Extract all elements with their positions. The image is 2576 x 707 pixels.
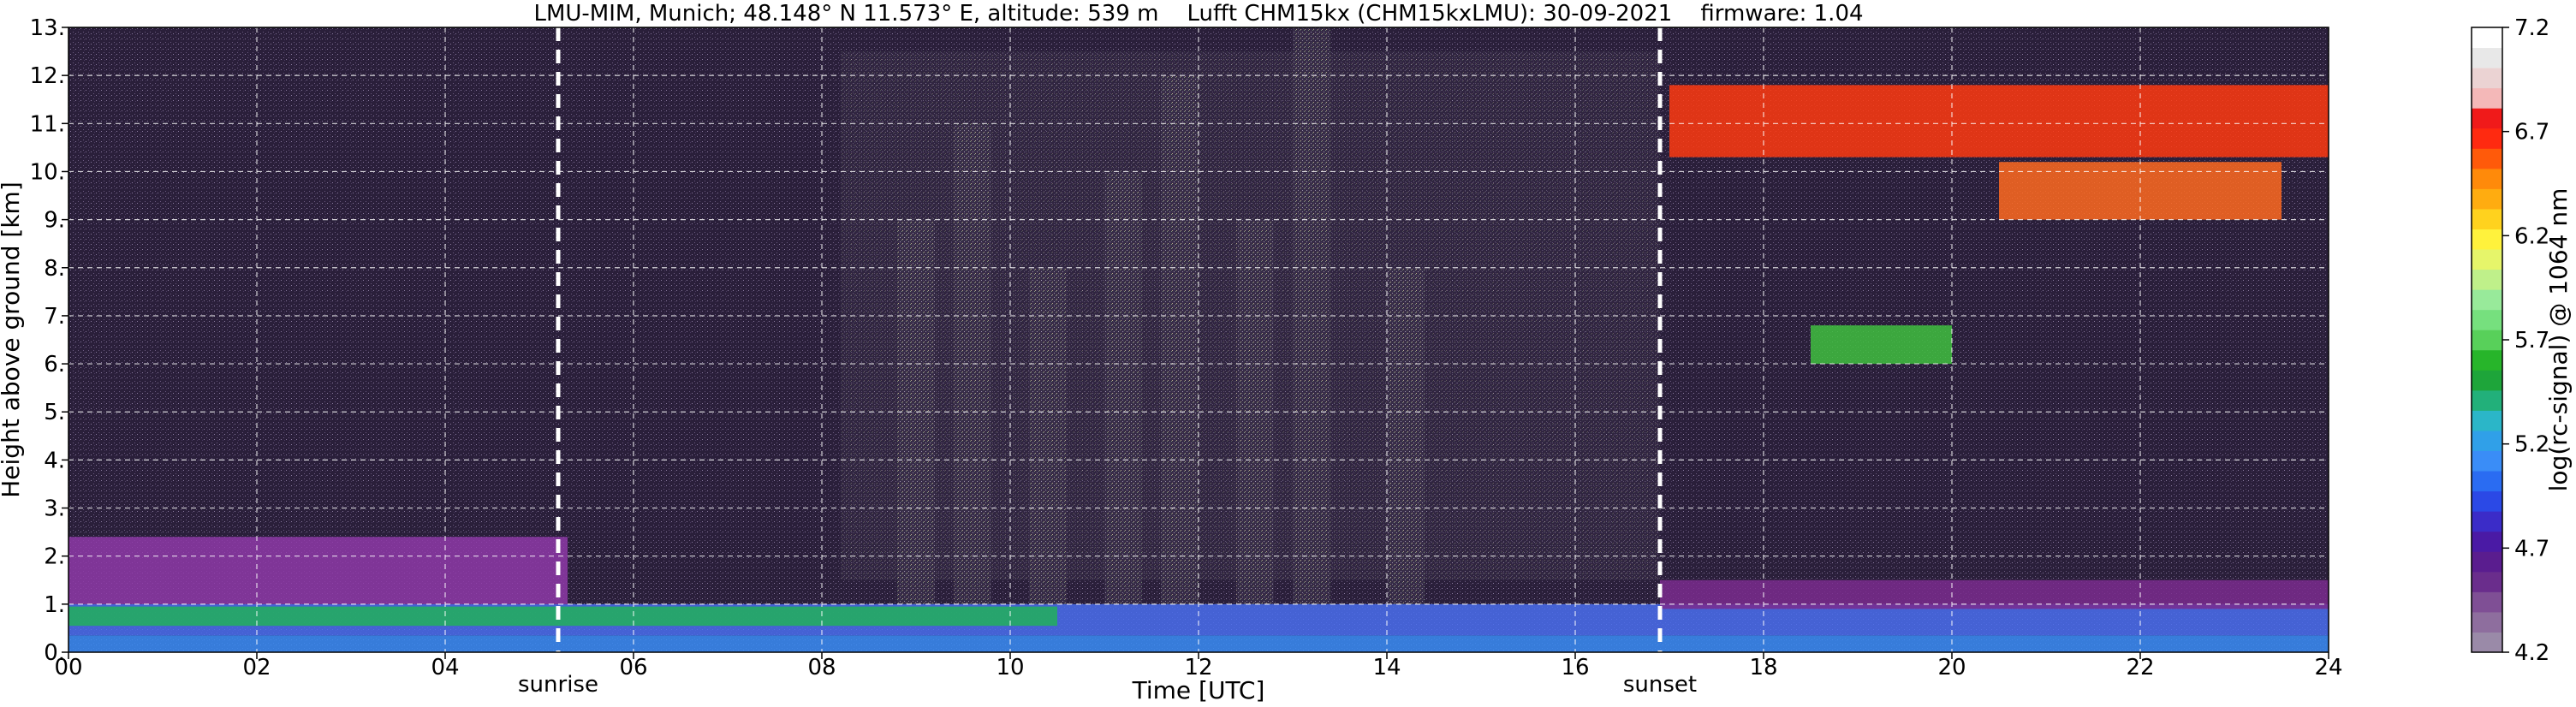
colorbar-tick-label: 5.7: [2514, 328, 2549, 354]
y-tick-label: 5.: [44, 400, 65, 425]
y-tick-label: 10.: [30, 159, 65, 185]
x-tick-label: 08: [807, 655, 836, 680]
colorbar-cell: [2472, 571, 2502, 592]
colorbar-cell: [2472, 551, 2502, 573]
layer-green-aerosol-band: [68, 606, 1057, 627]
colorbar-cell: [2472, 370, 2502, 391]
colorbar-tick-label: 7.2: [2514, 15, 2549, 41]
y-tick-label: 0.: [44, 640, 65, 666]
x-tick-label: 00: [54, 655, 82, 680]
sun-marker-labels: sunrise sunset: [518, 672, 1697, 698]
colorbar-cell: [2472, 309, 2502, 330]
x-tick-label: 24: [2314, 655, 2342, 680]
colorbar-cells: [2472, 27, 2502, 653]
y-tick-label: 12.: [30, 63, 65, 89]
marker-label-sunset: sunset: [1623, 672, 1697, 698]
colorbar: 4.2 4.7 5.2 5.7 6.2 6.7 7.2 log(rc-signal) @ 1…: [2471, 15, 2573, 666]
colorbar-cell: [2472, 349, 2502, 371]
colorbar-tick-label: 5.2: [2514, 432, 2549, 458]
x-tick-label: 06: [619, 655, 647, 680]
colorbar-cell: [2472, 108, 2502, 129]
grid-lines: [68, 27, 2329, 652]
colorbar-cell: [2472, 531, 2502, 552]
y-tick-label: 1.: [44, 592, 65, 618]
x-tick-label: 20: [1937, 655, 1966, 680]
colorbar-cell: [2472, 47, 2502, 68]
colorbar-ticks: 4.2 4.7 5.2 5.7 6.2 6.7 7.2: [2502, 15, 2549, 666]
x-tick-label: 12: [1184, 655, 1212, 680]
y-tick-label: 13.: [30, 15, 65, 41]
y-tick-label: 7.: [44, 304, 65, 330]
x-tick-label: 22: [2126, 655, 2154, 680]
y-tick-label: 8.: [44, 256, 65, 282]
colorbar-cell: [2472, 490, 2502, 512]
layer-residual-layer: [68, 537, 568, 604]
colorbar-cell: [2472, 471, 2502, 492]
y-tick-label: 3.: [44, 496, 65, 522]
plot-area: [68, 27, 2329, 652]
colorbar-cell: [2472, 87, 2502, 109]
x-axis: 00 02 04 06 08 10 12 14 16 18 20 22 24: [54, 652, 2343, 680]
colorbar-cell: [2472, 330, 2502, 351]
colorbar-cell: [2472, 269, 2502, 290]
sun-markers: [556, 27, 1663, 652]
y-tick-label: 11.: [30, 111, 65, 137]
x-axis-label: Time [UTC]: [1132, 676, 1265, 704]
colorbar-tick-label: 4.2: [2514, 640, 2549, 666]
layer-cirrus: [1669, 85, 2329, 157]
x-tick-label: 14: [1372, 655, 1401, 680]
colorbar-cell: [2472, 208, 2502, 229]
x-tick-label: 16: [1561, 655, 1589, 680]
layer-mid-level-cloud: [1811, 325, 1952, 365]
colorbar-cell: [2472, 128, 2502, 149]
y-axis: 0. 1. 2. 3. 4. 5. 6. 7. 8. 9. 10. 11. 12. 13.: [30, 15, 68, 666]
colorbar-cell: [2472, 168, 2502, 189]
marker-label-sunrise: sunrise: [518, 672, 598, 698]
colorbar-cell: [2472, 591, 2502, 613]
colorbar-tick-label: 4.7: [2514, 536, 2549, 561]
y-tick-label: 2.: [44, 544, 65, 570]
colorbar-cell: [2472, 249, 2502, 270]
colorbar-cell: [2472, 450, 2502, 472]
y-axis-label: Height above ground [km]: [0, 181, 25, 498]
colorbar-tick-label: 6.7: [2514, 120, 2549, 146]
colorbar-cell: [2472, 188, 2502, 210]
colorbar-cell: [2472, 229, 2502, 250]
x-tick-label: 02: [242, 655, 271, 680]
y-tick-label: 4.: [44, 448, 65, 473]
colorbar-cell: [2472, 68, 2502, 89]
colorbar-tick-label: 6.2: [2514, 223, 2549, 249]
colorbar-cell: [2472, 410, 2502, 431]
x-tick-label: 18: [1749, 655, 1777, 680]
colorbar-cell: [2472, 430, 2502, 452]
colorbar-cell: [2472, 27, 2502, 49]
colorbar-cell: [2472, 511, 2502, 532]
colorbar-cell: [2472, 611, 2502, 633]
x-tick-label: 04: [431, 655, 459, 680]
colorbar-cell: [2472, 389, 2502, 411]
colorbar-cell: [2472, 632, 2502, 653]
y-tick-label: 6.: [44, 352, 65, 377]
colorbar-cell: [2472, 148, 2502, 169]
colorbar-label: log(rc-signal) @ 1064 nm: [2544, 188, 2573, 492]
colorbar-cell: [2472, 289, 2502, 311]
x-tick-label: 10: [996, 655, 1024, 680]
y-tick-label: 9.: [44, 208, 65, 234]
chart-title: LMU-MIM, Munich; 48.148° N 11.573° E, al…: [533, 1, 1863, 27]
